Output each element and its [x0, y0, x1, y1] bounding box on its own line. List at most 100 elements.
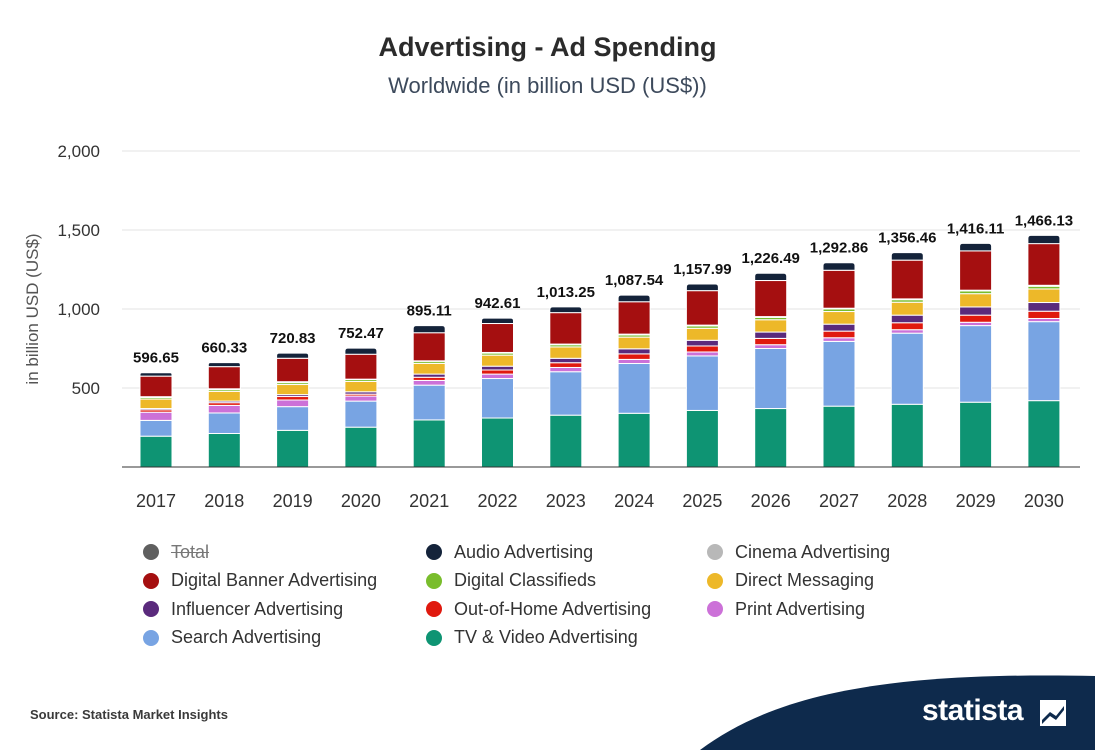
bar-segment[interactable]: [549, 306, 583, 314]
bar-stack-2026[interactable]: [754, 272, 788, 468]
bar-stack-2025[interactable]: [685, 283, 719, 468]
total-data-label: 660.33: [201, 340, 247, 357]
bar-segment[interactable]: [959, 401, 993, 468]
bar-segment[interactable]: [549, 371, 583, 416]
bar-stack-2030[interactable]: [1027, 234, 1061, 468]
bar-segment[interactable]: [412, 332, 446, 362]
legend-label: Digital Banner Advertising: [171, 570, 378, 590]
bar-segment[interactable]: [1027, 321, 1061, 402]
bar-segment[interactable]: [685, 409, 719, 468]
legend-label: Search Advertising: [171, 627, 322, 647]
total-data-label: 596.65: [133, 350, 179, 367]
bar-segment[interactable]: [959, 250, 993, 291]
legend-item[interactable]: Influencer Advertising: [143, 597, 343, 621]
legend-item[interactable]: Total: [143, 540, 209, 564]
total-data-label: 1,013.25: [537, 284, 595, 301]
bar-segment[interactable]: [139, 372, 173, 377]
bar-stack-2027[interactable]: [822, 262, 856, 468]
bar-segment[interactable]: [754, 348, 788, 410]
bar-segment[interactable]: [276, 352, 310, 359]
bar-segment[interactable]: [481, 317, 514, 325]
legend-item[interactable]: Search Advertising: [143, 626, 321, 650]
bar-segment[interactable]: [549, 312, 583, 345]
bar-segment[interactable]: [412, 419, 446, 468]
bar-stack-2028[interactable]: [890, 252, 924, 468]
bar-stack-2020[interactable]: [344, 347, 378, 468]
bar-segment[interactable]: [685, 290, 719, 326]
legend-item[interactable]: Out-of-Home Advertising: [426, 597, 651, 621]
bar-segment[interactable]: [617, 363, 651, 414]
legend-item[interactable]: Print Advertising: [707, 597, 865, 621]
x-tick-label: 2022: [477, 491, 517, 511]
legend-item[interactable]: Digital Banner Advertising: [143, 569, 377, 593]
bar-segment[interactable]: [1027, 243, 1061, 286]
statista-logo-icon[interactable]: [1040, 700, 1066, 726]
legend-marker: [143, 572, 159, 589]
legend-label: Cinema Advertising: [735, 541, 891, 562]
bar-segment[interactable]: [207, 362, 241, 368]
bar-stack-2022[interactable]: [481, 317, 514, 468]
bar-segment[interactable]: [822, 340, 856, 407]
legend-marker: [143, 601, 159, 617]
legend-marker: [707, 572, 723, 589]
x-tick-label: 2028: [887, 491, 927, 511]
total-data-label: 1,416.11: [947, 220, 1005, 237]
legend-item[interactable]: TV & Video Advertising: [426, 626, 638, 650]
bar-segment[interactable]: [890, 259, 924, 300]
y-tick-label: 1,500: [57, 221, 100, 240]
bar-segment[interactable]: [617, 294, 651, 303]
x-tick-label: 2030: [1024, 491, 1064, 511]
total-data-label: 1,226.49: [742, 250, 800, 267]
legend-marker: [426, 544, 442, 560]
legend-item[interactable]: Cinema Advertising: [707, 540, 890, 564]
legend-label: Digital Classifieds: [454, 570, 597, 590]
bar-segment[interactable]: [412, 325, 446, 334]
legend-label: Direct Messaging: [735, 570, 875, 590]
total-data-label: 895.11: [407, 303, 452, 320]
bar-segment[interactable]: [754, 272, 788, 282]
bar-segment[interactable]: [890, 252, 924, 261]
legend-label: Out-of-Home Advertising: [454, 598, 652, 619]
total-data-label: 720.83: [270, 330, 316, 347]
legend-item[interactable]: Direct Messaging: [707, 569, 874, 593]
bar-segment[interactable]: [685, 355, 719, 411]
bar-stack-2029[interactable]: [959, 242, 993, 468]
statista-logo-text[interactable]: statista: [922, 694, 1024, 727]
bar-segment[interactable]: [344, 347, 378, 355]
legend-marker: [707, 601, 723, 617]
total-data-label: 942.61: [475, 295, 521, 312]
bar-stack-2024[interactable]: [617, 294, 651, 468]
bar-stack-2023[interactable]: [549, 306, 583, 468]
bar-segment[interactable]: [344, 353, 378, 380]
bar-stack-2019[interactable]: [276, 352, 310, 468]
x-tick-label: 2026: [751, 491, 791, 511]
bar-segment[interactable]: [685, 283, 719, 292]
bar-segment[interactable]: [481, 323, 514, 353]
y-axis-ticks: 500 1,000 1,500 2,000: [57, 142, 100, 398]
bar-segment[interactable]: [344, 426, 378, 468]
x-tick-label: 2024: [614, 491, 654, 511]
total-data-label: 752.47: [338, 325, 384, 342]
total-labels: 596.65 660.33 720.83 752.47 895.11 942.61 1,01…: [133, 212, 1073, 366]
bar-segment[interactable]: [1027, 234, 1061, 245]
bar-segment[interactable]: [481, 378, 514, 419]
total-data-label: 1,356.46: [878, 230, 936, 247]
legend-marker: [143, 544, 159, 560]
y-tick-label: 500: [72, 379, 100, 398]
bar-segment[interactable]: [754, 280, 788, 318]
bar-stack-2017[interactable]: [139, 372, 173, 468]
bar-segment[interactable]: [617, 301, 651, 335]
bar-stack-2021[interactable]: [412, 325, 446, 468]
y-tick-label: 1,000: [57, 300, 100, 319]
x-axis-ticks: 2017 2018 2019 2020 2021 2022 2023 2024 2025 2026…: [136, 491, 1064, 511]
x-tick-label: 2018: [204, 491, 244, 511]
legend-item[interactable]: Digital Classifieds: [426, 569, 596, 593]
bar-segment[interactable]: [959, 242, 993, 252]
bar-segment[interactable]: [822, 262, 856, 271]
bar-segment[interactable]: [617, 412, 651, 468]
bar-segment[interactable]: [822, 269, 856, 309]
legend-item[interactable]: Audio Advertising: [426, 540, 593, 564]
bar-stack-2018[interactable]: [207, 362, 241, 468]
bar-segment[interactable]: [890, 403, 924, 468]
bar-segment[interactable]: [139, 435, 173, 468]
